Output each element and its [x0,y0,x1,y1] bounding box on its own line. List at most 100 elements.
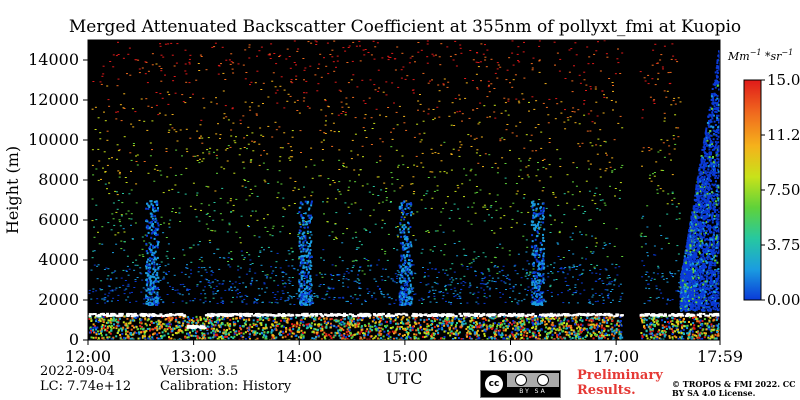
boundary-layer-pixel [100,327,103,330]
boundary-layer-pixel [321,329,324,332]
noise-pixel [596,264,599,266]
cloud-base-pixel [509,314,513,317]
boundary-layer-pixel [563,319,566,322]
noise-pixel [662,68,664,70]
boundary-layer-pixel [716,334,719,337]
boundary-layer-pixel [717,332,720,335]
boundary-layer-pixel [528,329,531,332]
boundary-layer-pixel [477,334,480,337]
boundary-layer-pixel [130,334,133,336]
boundary-layer-pixel [92,336,95,339]
boundary-layer-pixel [479,324,482,327]
boundary-layer-pixel [195,315,198,318]
boundary-layer-pixel [540,328,543,331]
boundary-layer-pixel [464,315,467,318]
noise-pixel [123,249,126,251]
boundary-layer-pixel [108,331,111,334]
boundary-layer-pixel [112,336,115,339]
boundary-layer-pixel [143,337,146,340]
boundary-layer-pixel [417,329,420,332]
boundary-layer-pixel [350,319,353,322]
boundary-layer-pixel [129,319,132,322]
boundary-layer-pixel [565,324,568,327]
boundary-layer-pixel [285,330,287,333]
noise-pixel [485,66,488,68]
boundary-layer-pixel [567,320,570,323]
boundary-layer-pixel [357,325,360,328]
noise-pixel [324,115,327,117]
boundary-layer-pixel [551,321,554,324]
boundary-layer-pixel [156,323,159,326]
noise-pixel [427,82,430,84]
noise-pixel [330,130,333,132]
boundary-layer-pixel [347,326,350,329]
cloud-base-pixel [514,314,518,316]
noise-pixel [338,169,341,170]
cloud-base-pixel [258,315,261,318]
boundary-layer-pixel [591,317,594,320]
noise-pixel [383,182,386,184]
noise-pixel [572,181,574,183]
noise-pixel [295,75,298,77]
noise-pixel [224,105,227,107]
boundary-layer-pixel [254,330,257,333]
noise-pixel [351,267,354,268]
boundary-layer-pixel [640,332,643,334]
noise-pixel [184,102,187,104]
boundary-layer-pixel [656,320,659,323]
boundary-layer-pixel [493,315,496,318]
noise-pixel [499,217,502,219]
boundary-layer-pixel [598,318,601,321]
cloud-base-pixel [397,313,401,315]
cloud-base-pixel [88,313,92,316]
cloud-base-pixel [152,315,156,317]
noise-pixel [652,49,655,51]
boundary-layer-pixel [116,321,119,323]
boundary-layer-pixel [148,327,151,330]
noise-pixel [384,280,387,281]
boundary-layer-pixel [456,329,459,332]
boundary-layer-pixel [688,321,690,323]
noise-pixel [318,63,321,65]
noise-pixel [237,63,240,65]
boundary-layer-pixel [113,317,115,320]
noise-pixel [127,210,130,212]
cloud-base-pixel [162,314,166,317]
boundary-layer-pixel [547,327,550,330]
noise-pixel [425,230,428,232]
cloud-base-pixel [376,313,380,316]
boundary-layer-pixel [460,318,463,321]
boundary-layer-pixel [191,321,194,324]
noise-pixel [414,61,416,63]
noise-pixel [282,216,285,218]
noise-pixel [103,299,106,301]
cloud-base-pixel [90,313,94,316]
boundary-layer-pixel [394,317,397,320]
boundary-layer-pixel [579,337,582,340]
noise-pixel [567,191,570,193]
noise-pixel [551,272,554,274]
noise-pixel [564,109,566,111]
noise-pixel [217,248,220,250]
noise-pixel [100,280,103,282]
noise-pixel [189,54,192,56]
boundary-layer-pixel [194,328,197,331]
noise-pixel [232,122,235,124]
noise-pixel [121,202,124,204]
boundary-layer-pixel [235,330,238,333]
noise-pixel [515,135,518,137]
boundary-layer-pixel [229,331,232,333]
noise-pixel [548,98,551,100]
boundary-layer-pixel [167,325,170,328]
noise-pixel [619,296,622,298]
noise-pixel [299,287,302,289]
boundary-layer-pixel [548,318,551,321]
noise-pixel [645,287,648,289]
noise-pixel [431,268,434,270]
boundary-layer-pixel [425,335,428,338]
noise-pixel [361,270,364,272]
noise-pixel [662,170,665,171]
boundary-layer-pixel [209,316,212,319]
noise-pixel [575,185,578,187]
boundary-layer-pixel [263,334,265,337]
